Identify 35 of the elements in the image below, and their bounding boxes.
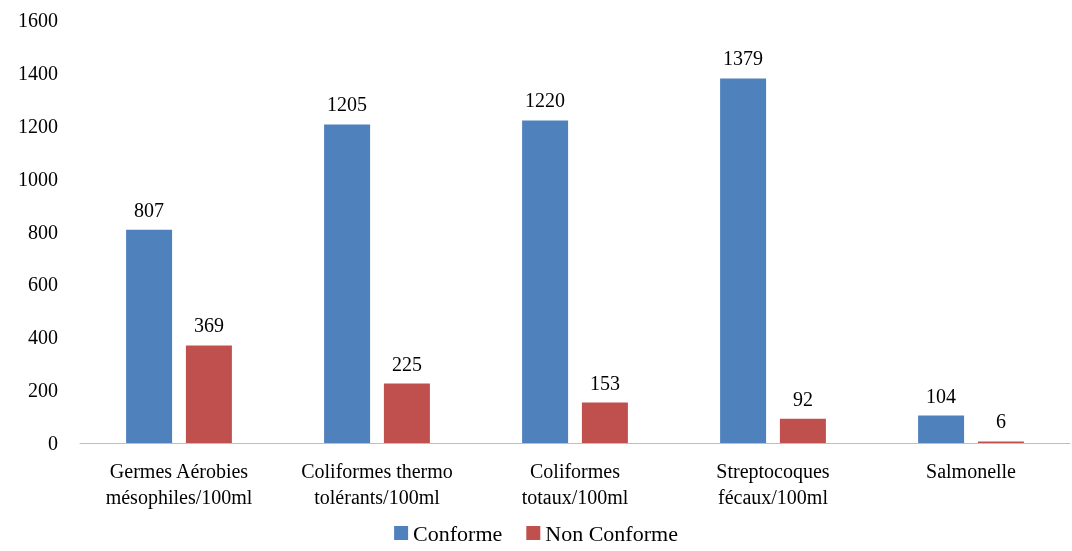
data-label: 6 bbox=[995, 410, 1006, 433]
y-tick-label: 600 bbox=[28, 273, 58, 296]
y-tick-label: 0 bbox=[48, 432, 58, 454]
legend-label: Conforme bbox=[413, 520, 503, 546]
x-tick-label: Salmonelle bbox=[926, 460, 1017, 482]
bar bbox=[720, 78, 767, 443]
data-label: 1205 bbox=[327, 93, 368, 116]
legend-label: Non Conforme bbox=[545, 520, 678, 546]
x-tick-label: Coliformes totaux/100ml bbox=[521, 460, 629, 508]
y-tick-label: 1000 bbox=[18, 167, 58, 190]
data-label: 104 bbox=[926, 384, 957, 407]
bar bbox=[324, 124, 371, 443]
y-tick-label: 400 bbox=[28, 326, 58, 349]
bar bbox=[126, 229, 173, 443]
bar bbox=[918, 415, 965, 443]
y-tick-label: 200 bbox=[28, 379, 58, 402]
y-tick-label: 1200 bbox=[18, 114, 58, 137]
y-tick-label: 800 bbox=[28, 220, 58, 243]
bar bbox=[522, 120, 569, 443]
y-tick-label: 1400 bbox=[18, 61, 58, 84]
bar bbox=[185, 345, 232, 443]
data-label: 1220 bbox=[525, 89, 566, 112]
bar bbox=[581, 402, 628, 443]
data-label: 92 bbox=[792, 387, 813, 410]
x-tick-label: Germes Aérobies mésophiles/100ml bbox=[105, 460, 253, 509]
y-tick-label: 1600 bbox=[18, 9, 58, 31]
bar bbox=[383, 383, 430, 443]
data-label: 369 bbox=[193, 314, 224, 337]
data-label: 1379 bbox=[723, 47, 764, 70]
data-label: 153 bbox=[589, 371, 620, 394]
data-label: 225 bbox=[391, 352, 422, 375]
x-tick-label: Coliformes thermo tolérants/100ml bbox=[301, 460, 453, 508]
x-tick-label: Streptocoques fécaux/100ml bbox=[716, 460, 830, 508]
bar bbox=[779, 418, 826, 443]
data-label: 807 bbox=[134, 198, 165, 221]
